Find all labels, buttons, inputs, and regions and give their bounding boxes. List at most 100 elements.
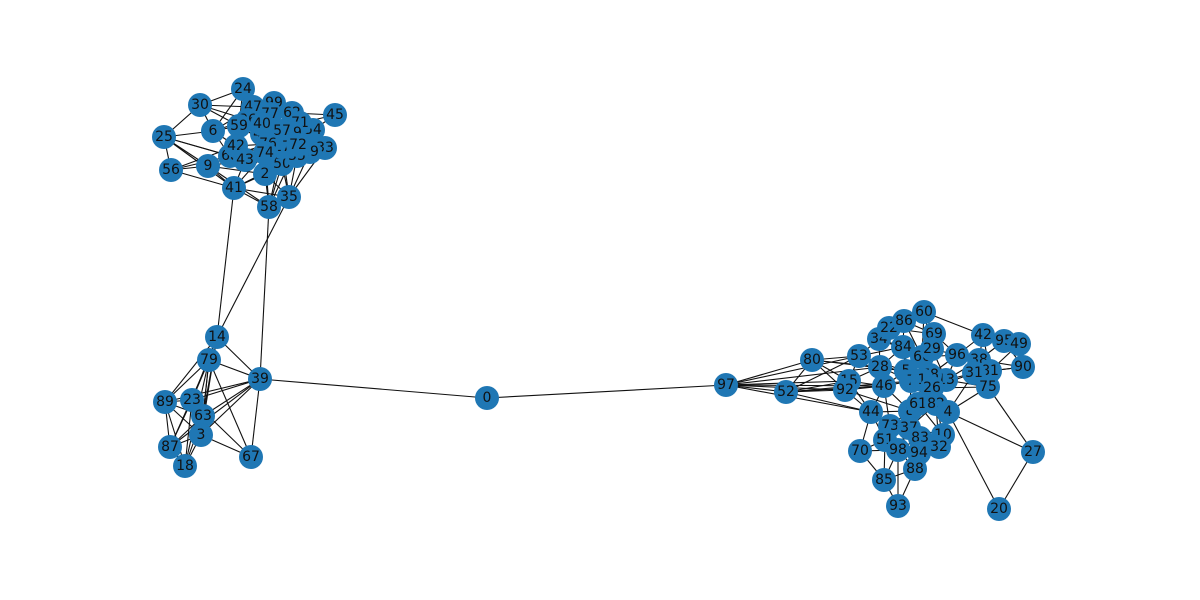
- node-label: 6: [209, 123, 218, 139]
- edge-75-27: [987, 386, 1034, 453]
- node-label: 58: [260, 199, 278, 215]
- node-label: 59: [230, 118, 248, 134]
- node-label: 52: [777, 384, 795, 400]
- edge-39-87: [169, 378, 261, 448]
- node-label: 67: [242, 449, 260, 465]
- node-label: 40: [253, 116, 271, 132]
- node-label: 27: [1024, 444, 1042, 460]
- node-circle: [205, 325, 229, 349]
- node-circle: [158, 435, 182, 459]
- node-circle: [231, 77, 255, 101]
- edge-79-67: [208, 359, 252, 458]
- node-60: 60: [912, 300, 936, 324]
- node-label: 45: [326, 107, 344, 123]
- node-circle: [847, 344, 871, 368]
- node-label: 86: [895, 313, 913, 329]
- node-label: 24: [234, 81, 252, 97]
- node-97: 97: [714, 373, 738, 397]
- edge-97-44: [725, 384, 872, 413]
- node-41: 41: [222, 176, 246, 200]
- node-circle: [976, 375, 1000, 399]
- node-70: 70: [848, 439, 872, 463]
- node-14: 14: [205, 325, 229, 349]
- node-circle: [906, 392, 930, 416]
- node-circle: [253, 141, 277, 165]
- node-label: 80: [803, 352, 821, 368]
- node-53: 53: [847, 344, 871, 368]
- node-87: 87: [158, 435, 182, 459]
- node-circle: [987, 497, 1011, 521]
- node-circle: [233, 148, 257, 172]
- node-98: 98: [886, 438, 910, 462]
- node-42: 42: [971, 323, 995, 347]
- edge-4-27: [947, 411, 1034, 453]
- node-label: 4: [944, 404, 953, 420]
- node-circle: [250, 112, 274, 136]
- node-circle: [1011, 355, 1035, 379]
- node-40: 40: [250, 112, 274, 136]
- node-circle: [248, 367, 272, 391]
- node-30: 30: [188, 93, 212, 117]
- node-63: 63: [191, 404, 215, 428]
- node-label: 72: [289, 137, 307, 153]
- node-label: 42: [974, 327, 992, 343]
- node-label: 20: [990, 501, 1008, 517]
- node-75: 75: [976, 375, 1000, 399]
- node-72: 72: [286, 133, 310, 157]
- node-93: 93: [886, 494, 910, 518]
- node-label: 75: [979, 379, 997, 395]
- node-80: 80: [800, 348, 824, 372]
- edge-97-80: [725, 359, 813, 386]
- node-circle: [227, 114, 251, 138]
- node-43: 43: [233, 148, 257, 172]
- node-label: 1: [918, 372, 927, 388]
- node-circle: [286, 133, 310, 157]
- node-label: 39: [251, 371, 269, 387]
- node-label: 49: [1010, 336, 1028, 352]
- node-29: 29: [920, 337, 944, 361]
- node-96: 96: [945, 343, 969, 367]
- node-circle: [971, 323, 995, 347]
- node-label: 85: [875, 472, 893, 488]
- node-3: 3: [189, 423, 213, 447]
- node-circle: [277, 185, 301, 209]
- node-circle: [886, 494, 910, 518]
- node-label: 94: [910, 445, 928, 461]
- node-84: 84: [891, 335, 915, 359]
- node-18: 18: [173, 454, 197, 478]
- node-label: 97: [717, 377, 735, 393]
- node-67: 67: [239, 445, 263, 469]
- node-circle: [191, 404, 215, 428]
- edge-97-53: [725, 355, 860, 386]
- node-label: 31: [965, 365, 983, 381]
- node-circle: [912, 300, 936, 324]
- node-circle: [872, 374, 896, 398]
- node-circle: [239, 445, 263, 469]
- node-label: 28: [871, 359, 889, 375]
- node-0: 0: [475, 386, 499, 410]
- node-label: 63: [194, 408, 212, 424]
- node-61: 61: [906, 392, 930, 416]
- node-59: 59: [227, 114, 251, 138]
- node-circle: [201, 119, 225, 143]
- node-circle: [903, 457, 927, 481]
- node-circle: [892, 309, 916, 333]
- node-circle: [833, 378, 857, 402]
- node-46: 46: [872, 374, 896, 398]
- edge-39-58: [259, 206, 270, 380]
- node-label: 3: [197, 427, 206, 443]
- node-circle: [891, 335, 915, 359]
- edge-39-3: [200, 378, 261, 436]
- node-circle: [189, 423, 213, 447]
- node-label: 2: [261, 166, 270, 182]
- node-circle: [945, 343, 969, 367]
- node-89: 89: [153, 390, 177, 414]
- node-circle: [475, 386, 499, 410]
- node-circle: [872, 468, 896, 492]
- node-circle: [1007, 332, 1031, 356]
- node-label: 18: [176, 458, 194, 474]
- node-86: 86: [892, 309, 916, 333]
- node-32: 32: [927, 435, 951, 459]
- node-79: 79: [197, 348, 221, 372]
- edge-0-39: [259, 378, 488, 399]
